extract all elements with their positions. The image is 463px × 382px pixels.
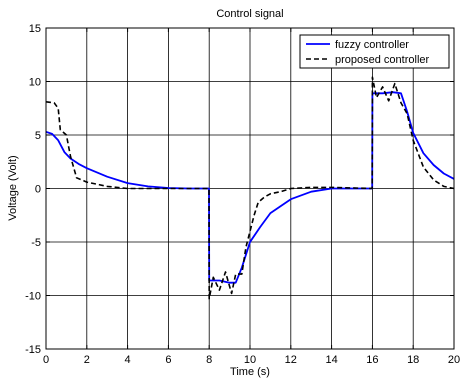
plot-border <box>45 27 455 350</box>
y-tick-label: -10 <box>25 291 41 303</box>
series-lines <box>45 76 455 300</box>
series-line-fuzzy-controller <box>45 91 455 284</box>
x-tick-labels: 0 2 4 6 8 10 12 14 16 18 20 <box>43 354 460 366</box>
series-line-proposed-controller <box>45 76 455 300</box>
chart-title: Control signal <box>216 8 283 20</box>
y-tick-label: 15 <box>29 23 41 35</box>
legend-label-fuzzy-controller: fuzzy controller <box>335 39 409 51</box>
grid-lines <box>46 28 454 349</box>
x-tick-label: 0 <box>43 354 49 366</box>
x-tick-label: 18 <box>407 354 419 366</box>
x-tick-label: 20 <box>448 354 460 366</box>
x-tick-label: 12 <box>285 354 297 366</box>
x-tick-label: 8 <box>206 354 212 366</box>
y-axis-label: Voltage (Volt) <box>7 155 19 220</box>
x-tick-label: 10 <box>244 354 256 366</box>
x-tick-label: 14 <box>325 354 337 366</box>
y-tick-label: 5 <box>35 130 41 142</box>
legend: fuzzy controller proposed controller <box>299 34 450 69</box>
legend-label-proposed-controller: proposed controller <box>335 54 430 66</box>
x-tick-label: 16 <box>366 354 378 366</box>
x-tick-label: 4 <box>125 354 131 366</box>
y-tick-label: -15 <box>25 344 41 356</box>
y-tick-label: -5 <box>31 237 41 249</box>
y-tick-labels: -15 -10 -5 0 5 10 15 <box>25 23 41 356</box>
legend-box <box>299 34 450 69</box>
x-tick-label: 6 <box>165 354 171 366</box>
x-tick-label: 2 <box>84 354 90 366</box>
x-axis-label: Time (s) <box>230 366 270 378</box>
y-tick-label: 0 <box>35 184 41 196</box>
y-tick-label: 10 <box>29 77 41 89</box>
